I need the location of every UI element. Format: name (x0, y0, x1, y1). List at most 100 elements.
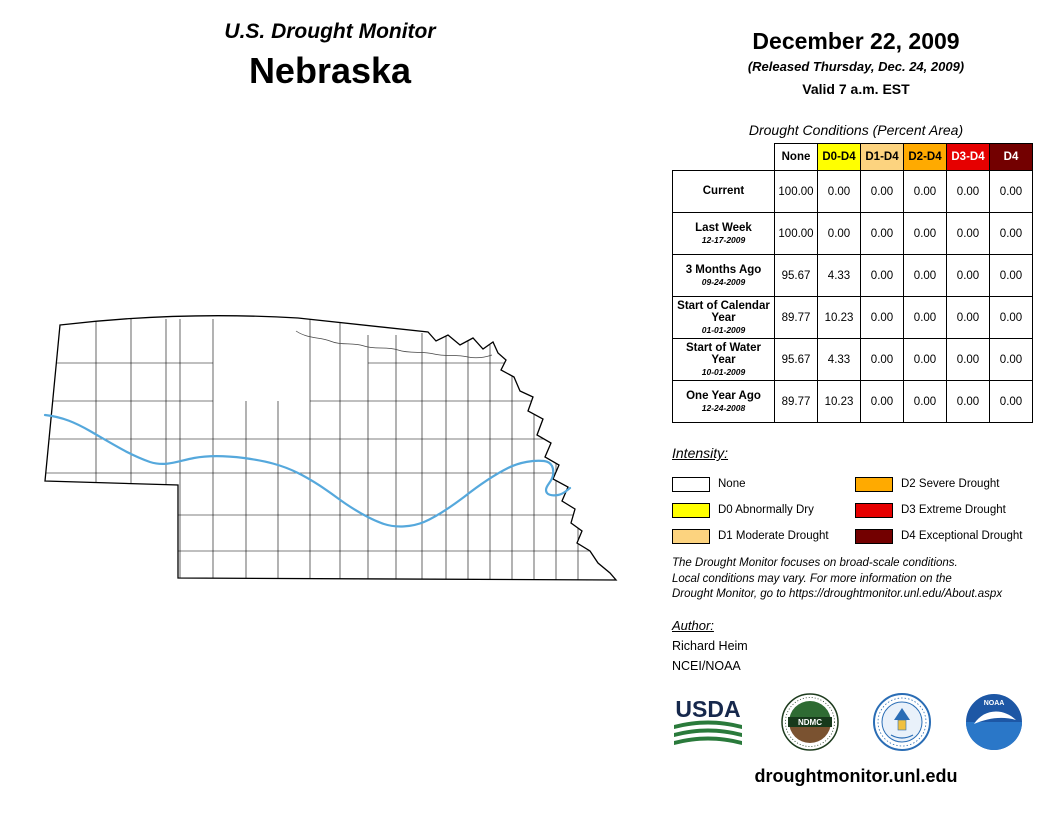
cell-value: 0.00 (817, 212, 861, 255)
row-label: 3 Months Ago 09-24-2009 (672, 254, 775, 297)
legend-item-d4: D4 Exceptional Drought (855, 523, 1032, 549)
author-block: Author: Richard Heim NCEI/NOAA (672, 618, 748, 673)
nebraska-drought-map (28, 305, 628, 605)
cell-value: 0.00 (989, 338, 1033, 381)
cell-value: 0.00 (860, 170, 904, 213)
ndmc-logo-icon: NDMC (781, 693, 839, 751)
row-label-text: Start of Water Year (686, 342, 761, 366)
cell-value: 0.00 (946, 296, 990, 339)
table-row-start-water-year: Start of Water Year 10-01-2009 95.67 4.33… (672, 338, 1033, 381)
cell-value: 0.00 (860, 296, 904, 339)
legend-item-d3: D3 Extreme Drought (855, 497, 1032, 523)
cell-value: 0.00 (903, 212, 947, 255)
cell-value: 0.00 (989, 380, 1033, 423)
column-header-none: None (774, 143, 818, 171)
cell-value: 0.00 (946, 170, 990, 213)
row-label-date: 01-01-2009 (701, 325, 746, 335)
commerce-seal-icon (873, 693, 931, 751)
cell-value: 100.00 (774, 212, 818, 255)
noaa-logo: NOAA (964, 692, 1024, 757)
cell-value: 95.67 (774, 338, 818, 381)
cell-value: 0.00 (946, 380, 990, 423)
legend-swatch-d0 (672, 502, 710, 518)
row-label-text: Last Week (695, 222, 752, 234)
table-row-start-calendar-year: Start of Calendar Year 01-01-2009 89.77 1… (672, 296, 1033, 339)
cell-value: 0.00 (860, 212, 904, 255)
cell-value: 0.00 (903, 338, 947, 381)
author-heading: Author: (672, 618, 714, 633)
legend-item-d2: D2 Severe Drought (855, 471, 1032, 497)
disclaimer-line: The Drought Monitor focuses on broad-sca… (672, 557, 958, 569)
author-org: NCEI/NOAA (672, 659, 741, 673)
legend-label: None (718, 478, 746, 490)
report-date: December 22, 2009 (752, 28, 960, 54)
cell-value: 0.00 (903, 254, 947, 297)
row-label: Last Week 12-17-2009 (672, 212, 775, 255)
cell-value: 0.00 (989, 212, 1033, 255)
cell-value: 0.00 (903, 380, 947, 423)
cell-value: 0.00 (860, 254, 904, 297)
usda-logo-icon: USDA (674, 696, 742, 745)
row-label-date: 10-01-2009 (701, 367, 746, 377)
table-row-one-year-ago: One Year Ago 12-24-2008 89.77 10.23 0.00 … (672, 380, 1033, 423)
noaa-logo-icon: NOAA (966, 694, 1022, 750)
row-label-date: 09-24-2009 (701, 277, 746, 287)
agency-logos: USDA NDMC (668, 692, 1024, 757)
table-row-last-week: Last Week 12-17-2009 100.00 0.00 0.00 0.0… (672, 212, 1033, 255)
legend-label: D2 Severe Drought (901, 478, 1000, 490)
legend-heading: Intensity: (672, 445, 729, 461)
usda-logo-text: USDA (675, 696, 740, 722)
valid-time: Valid 7 a.m. EST (802, 81, 910, 97)
row-label-text: One Year Ago (686, 390, 761, 402)
cell-value: 0.00 (989, 170, 1033, 213)
cell-value: 0.00 (903, 296, 947, 339)
cell-value: 0.00 (903, 170, 947, 213)
row-label-text: Current (702, 185, 745, 197)
cell-value: 0.00 (860, 380, 904, 423)
cell-value: 0.00 (946, 254, 990, 297)
cell-value: 0.00 (989, 254, 1033, 297)
row-label-text: 3 Months Ago (685, 264, 762, 276)
column-header-d3-d4: D3-D4 (946, 143, 990, 171)
row-label: One Year Ago 12-24-2008 (672, 380, 775, 423)
column-header-d2-d4: D2-D4 (903, 143, 947, 171)
state-border (44, 315, 618, 581)
table-row-current: Current 100.00 0.00 0.00 0.00 0.00 0.00 (672, 170, 1033, 213)
legend-label: D0 Abnormally Dry (718, 504, 814, 516)
date-block: December 22, 2009 (Released Thursday, De… (660, 28, 1052, 97)
column-header-d1-d4: D1-D4 (860, 143, 904, 171)
column-header-d4: D4 (989, 143, 1033, 171)
cell-value: 100.00 (774, 170, 818, 213)
table-header-row: None D0-D4 D1-D4 D2-D4 D3-D4 D4 (673, 143, 1033, 171)
legend-swatch-none (672, 476, 710, 492)
row-label-date: 12-17-2009 (701, 235, 746, 245)
legend-grid: None D0 Abnormally Dry D1 Moderate Droug… (672, 471, 1032, 549)
legend-item-none: None (672, 471, 855, 497)
disclaimer-line: Drought Monitor, go to https://droughtmo… (672, 588, 1003, 601)
niobrara-river (295, 330, 493, 359)
disclaimer-line: Local conditions may vary. For more info… (672, 572, 952, 585)
cell-value: 0.00 (989, 296, 1033, 339)
cell-value: 0.00 (946, 338, 990, 381)
table-corner-cell (673, 144, 775, 171)
intensity-legend: Intensity: None D0 Abnormally Dry D1 Mod… (672, 445, 1032, 549)
ndmc-logo: NDMC (780, 692, 840, 757)
legend-item-d1: D1 Moderate Drought (672, 523, 855, 549)
table-row-3-months-ago: 3 Months Ago 09-24-2009 95.67 4.33 0.00 0… (672, 254, 1033, 297)
legend-swatch-d4 (855, 528, 893, 544)
cell-value: 4.33 (817, 338, 861, 381)
row-label-text: Start of Calendar Year (677, 300, 770, 324)
title-block: U.S. Drought Monitor Nebraska (130, 20, 530, 92)
legend-item-d0: D0 Abnormally Dry (672, 497, 855, 523)
ndmc-logo-text: NDMC (798, 718, 822, 727)
table-caption: Drought Conditions (Percent Area) (748, 122, 964, 138)
cell-value: 95.67 (774, 254, 818, 297)
cell-value: 0.00 (817, 170, 861, 213)
cell-value: 10.23 (817, 380, 861, 423)
cell-value: 10.23 (817, 296, 861, 339)
drought-conditions-table: None D0-D4 D1-D4 D2-D4 D3-D4 D4 Current … (672, 143, 1033, 423)
legend-swatch-d3 (855, 502, 893, 518)
state-name: Nebraska (248, 50, 412, 91)
footer-url: droughtmonitor.unl.edu (754, 766, 958, 786)
